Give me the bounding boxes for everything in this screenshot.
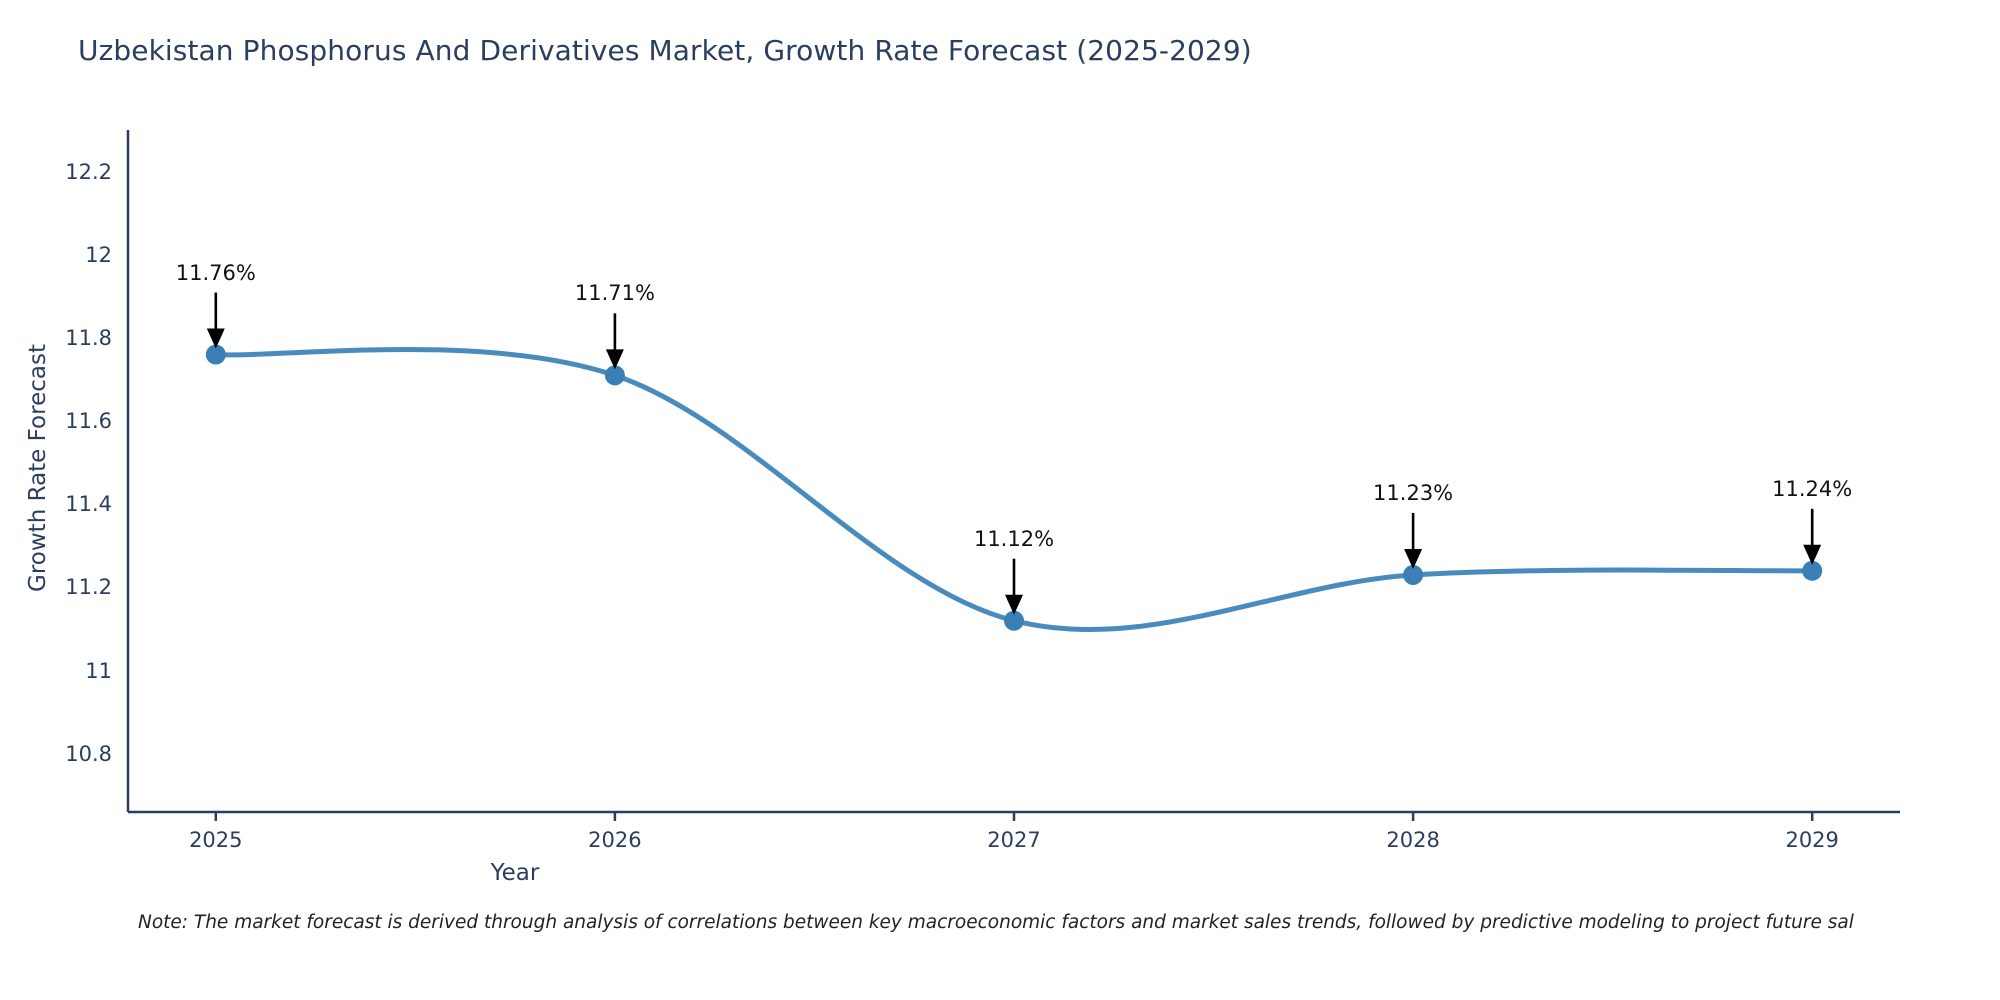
data-point-label: 11.23% — [1373, 480, 1454, 505]
data-point-label: 11.12% — [973, 526, 1055, 551]
x-axis-title: Year — [490, 860, 540, 886]
y-tick-label: 11.8 — [65, 325, 112, 350]
data-point-marker[interactable] — [1802, 560, 1823, 581]
y-tick-label: 10.8 — [65, 741, 112, 766]
annotation-arrow-head — [1803, 544, 1822, 565]
data-point-marker[interactable] — [604, 365, 625, 386]
data-point-marker[interactable] — [1403, 564, 1424, 585]
annotation-arrow-head — [605, 349, 624, 370]
x-tick-label: 2028 — [1386, 828, 1440, 852]
data-point-markers — [205, 344, 1823, 631]
y-tick-label: 11 — [85, 658, 112, 683]
data-point-label: 11.24% — [1772, 476, 1853, 501]
x-axis-title-wrap: Year — [0, 860, 2000, 886]
y-tick-label: 12 — [85, 242, 112, 267]
x-tick-label: 2026 — [588, 828, 642, 852]
x-tick-label: 2029 — [1785, 828, 1839, 852]
page-title: Uzbekistan Phosphorus And Derivatives Ma… — [78, 34, 1252, 67]
annotation-arrow-head — [1404, 548, 1423, 569]
x-tick-label: 2027 — [987, 828, 1041, 852]
footnote: Note: The market forecast is derived thr… — [138, 912, 1854, 933]
y-tick-label: 11.4 — [65, 492, 112, 517]
x-tick-label: 2025 — [189, 828, 243, 852]
x-axis-ticks — [214, 812, 1814, 821]
data-point-label: 11.71% — [574, 281, 655, 306]
y-tick-label: 11.2 — [65, 575, 112, 600]
data-point-marker[interactable] — [1004, 610, 1024, 631]
y-tick-label: 11.6 — [65, 409, 112, 434]
annotation-arrows — [206, 292, 1822, 615]
y-tick-label: 12.2 — [65, 159, 112, 184]
annotation-arrow-head — [206, 328, 225, 349]
annotation-arrow-head — [1005, 594, 1023, 615]
data-point-marker[interactable] — [205, 344, 226, 365]
data-point-label: 11.76% — [175, 260, 256, 285]
